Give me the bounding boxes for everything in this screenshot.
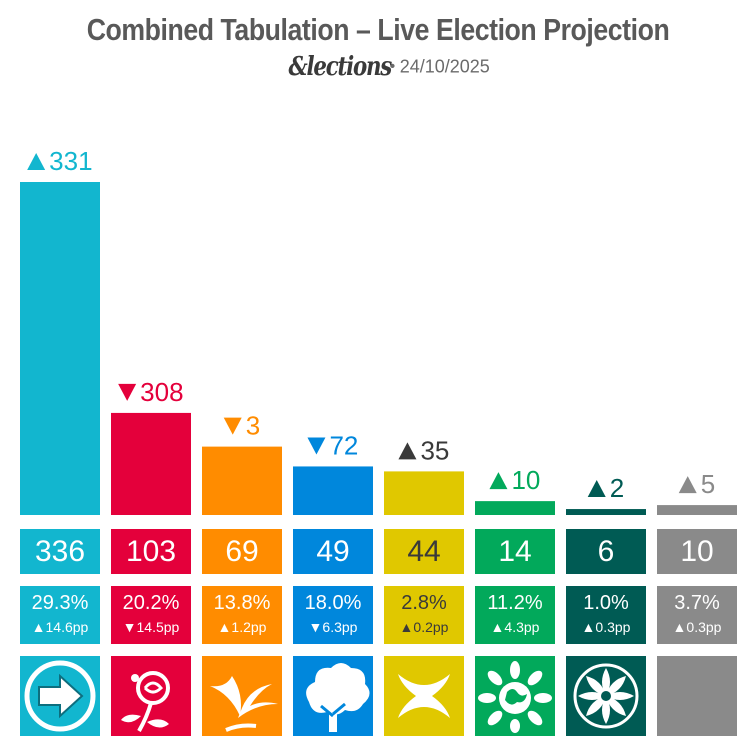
party-logo [293,656,373,736]
bar-8 [657,505,737,515]
party-logo [566,656,646,736]
vote-share: 3.7% [674,592,720,614]
party-logo [20,656,100,736]
seat-change-label: 331 [49,146,92,176]
vote-share-box: 3.7% ▲0.3pp [657,586,737,644]
subtitle-separator: • [389,58,396,75]
globe-leaf-icon [478,661,552,733]
down-arrow-icon [118,383,137,401]
arrow-icon [24,660,96,732]
party-logo [475,656,555,736]
bar-2 [111,412,191,515]
bar-3 [202,446,282,515]
bar-5 [384,471,464,515]
seat-count: 14 [475,529,555,574]
rose-icon [121,671,170,732]
up-arrow-icon [398,442,417,460]
vote-share: 29.3% [31,592,89,614]
up-arrow-icon [489,472,508,490]
up-arrow-icon [678,476,697,494]
seat-count: 6 [566,529,646,574]
projection-date: 24/10/2025 [399,56,490,77]
seat-change-label: 308 [140,377,183,407]
tree-icon [306,663,370,732]
vote-share: 11.2% [487,592,543,614]
seat-change-label: 2 [610,473,624,503]
bar-4 [293,466,373,515]
bar-6 [475,501,555,515]
vote-share: 18.0% [304,592,362,614]
vote-change: ▼6.3pp [308,619,358,635]
chart-title: Combined Tabulation – Live Election Proj… [86,12,670,47]
vote-share: 1.0% [583,592,629,614]
down-arrow-icon [307,437,326,455]
bird-icon [210,676,278,732]
seat-count: 103 [111,529,191,574]
subtitle: &lections • 24/10/2025 [0,52,756,82]
vote-change: ▲4.3pp [490,619,540,635]
bar-1 [20,182,100,515]
party-logo [111,656,191,736]
seat-count: 49 [293,529,373,574]
vote-share-box: 11.2% ▲4.3pp [475,586,555,644]
party-logo [657,656,737,736]
vote-share-box: 18.0% ▼6.3pp [293,586,373,644]
vote-share: 2.8% [401,592,447,614]
vote-share-box: 1.0% ▲0.3pp [566,586,646,644]
vote-change: ▲0.2pp [399,619,449,635]
vote-share-box: 20.2% ▼14.5pp [111,586,191,644]
vote-change: ▲14.6pp [31,619,89,635]
seat-count: 69 [202,529,282,574]
seat-change-label: 5 [701,469,715,499]
seat-count: 10 [657,529,737,574]
vote-change: ▲1.2pp [217,619,267,635]
vote-share-box: 13.8% ▲1.2pp [202,586,282,644]
vote-change: ▲0.3pp [581,619,631,635]
vote-share-box: 2.8% ▲0.2pp [384,586,464,644]
down-arrow-icon [223,417,242,435]
saltire-icon [398,674,450,718]
vote-share: 13.8% [213,592,271,614]
up-arrow-icon [27,153,46,170]
bar-7 [566,509,646,515]
seat-change-label: 72 [329,430,358,460]
vote-change: ▲0.3pp [672,619,722,635]
vote-share-box: 29.3% ▲14.6pp [20,586,100,644]
vote-change: ▼14.5pp [122,619,180,635]
seat-count: 336 [20,529,100,574]
vote-share: 20.2% [122,592,180,614]
party-logo [202,656,282,736]
seat-count: 44 [384,529,464,574]
up-arrow-icon [587,480,606,498]
seat-bar-chart: 331 308 3 72 35 10 2 5 [20,146,737,515]
seat-change-label: 10 [511,465,540,495]
party-logo [384,656,464,736]
seat-change-label: 35 [420,435,449,465]
flower-icon [573,663,639,729]
seat-change-label: 3 [246,411,260,441]
brand-logo: &lections [288,52,393,82]
